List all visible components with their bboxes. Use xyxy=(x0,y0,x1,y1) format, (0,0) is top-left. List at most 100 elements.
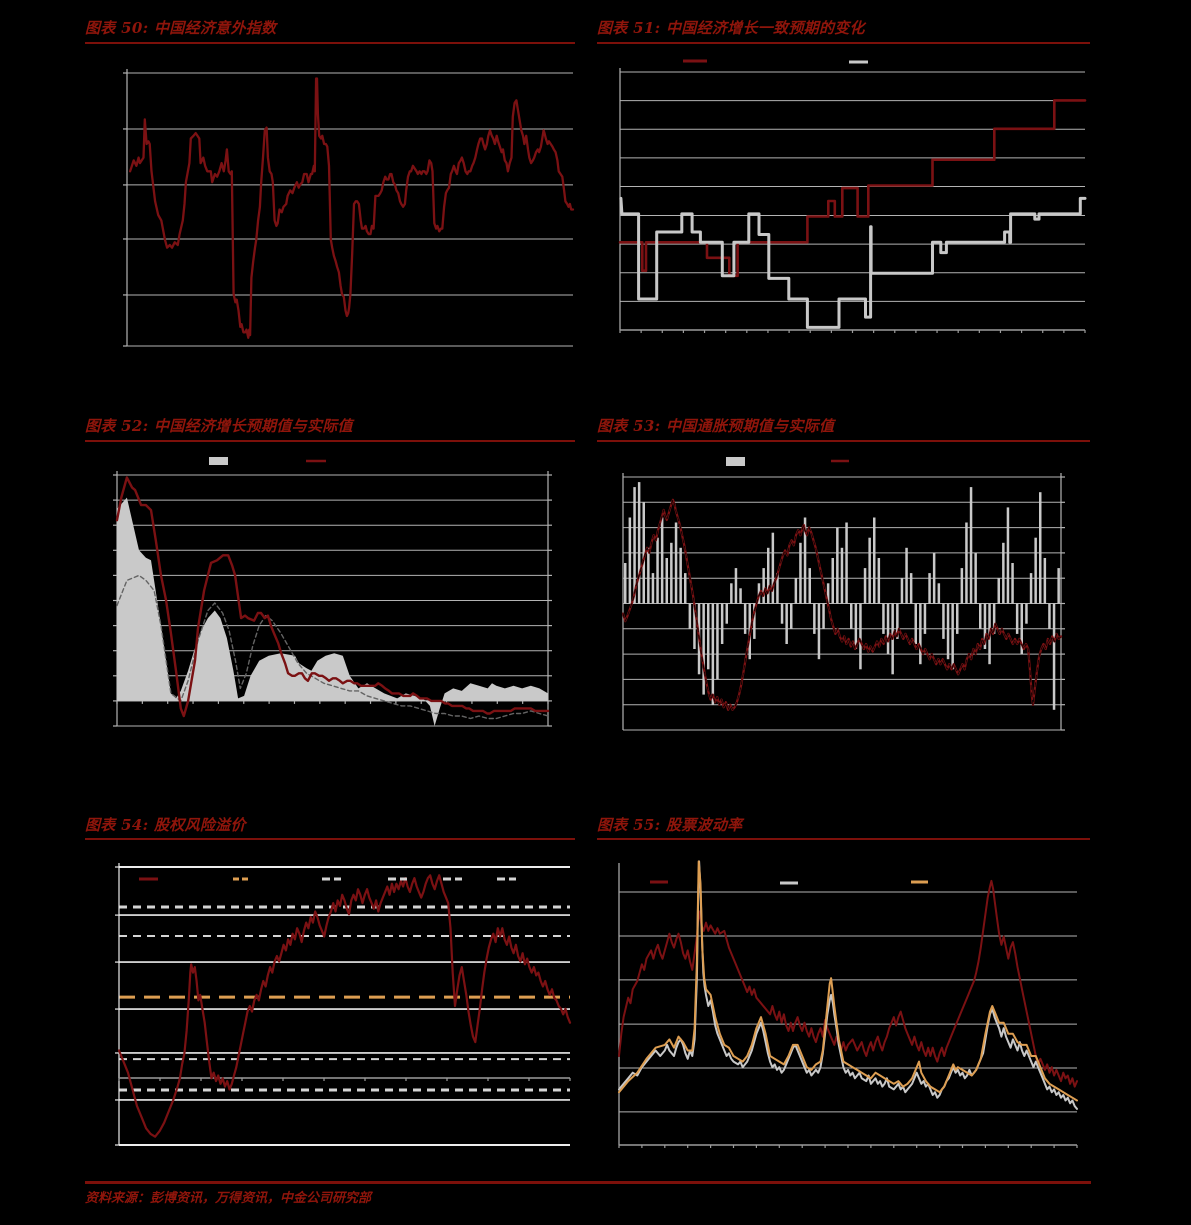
bar xyxy=(979,603,982,629)
fig53-title-rule xyxy=(597,440,1090,442)
bar xyxy=(873,517,876,604)
bar xyxy=(799,542,802,604)
bar xyxy=(914,603,917,644)
bar xyxy=(960,568,964,604)
bar xyxy=(854,603,858,649)
bar xyxy=(868,537,871,604)
fig53-plot xyxy=(621,457,1065,731)
bar xyxy=(946,603,950,660)
bar xyxy=(1043,558,1047,604)
bar xyxy=(794,578,798,604)
fig51-plot xyxy=(618,59,1087,333)
bar xyxy=(790,603,793,629)
bar xyxy=(624,563,627,604)
bar xyxy=(771,532,775,604)
bar xyxy=(730,583,733,604)
line-series-overlay xyxy=(622,499,1062,711)
fig55-plot xyxy=(618,860,1078,1148)
bar xyxy=(1057,568,1060,604)
line-series xyxy=(128,77,575,339)
fig51-title: 图表 51: 中国经济增长一致预期的变化 xyxy=(597,19,865,37)
bar xyxy=(716,603,719,680)
bar xyxy=(734,568,738,604)
bar xyxy=(660,517,664,604)
bar xyxy=(831,558,834,604)
fig54-title-rule xyxy=(85,838,575,840)
bar xyxy=(969,487,973,604)
bar xyxy=(845,522,848,604)
bar xyxy=(886,603,890,655)
bar xyxy=(1015,603,1019,634)
bar xyxy=(1011,563,1014,604)
bar xyxy=(767,547,770,604)
bar xyxy=(919,603,922,665)
bar xyxy=(688,603,692,629)
fig51-title-rule xyxy=(597,42,1090,44)
bar xyxy=(863,568,867,604)
bar xyxy=(785,603,788,644)
bar xyxy=(1048,603,1051,629)
bar xyxy=(965,522,968,604)
fig54-title: 图表 54: 股权风险溢价 xyxy=(85,816,246,834)
bar xyxy=(808,568,811,604)
bar xyxy=(803,517,807,604)
bar xyxy=(942,603,945,639)
bar xyxy=(840,547,844,604)
fig53-legend-swatch-0 xyxy=(726,457,745,466)
bar xyxy=(633,487,636,604)
bar xyxy=(859,603,862,670)
bar xyxy=(647,547,650,604)
fig52-title-rule xyxy=(85,440,575,442)
bar xyxy=(1029,573,1033,604)
bar xyxy=(1006,507,1010,604)
bar xyxy=(711,603,715,705)
fig50-title-rule xyxy=(85,42,575,44)
bar xyxy=(1002,542,1005,604)
bar xyxy=(974,552,977,604)
fig53-title: 图表 53: 中国通胀预期值与实际值 xyxy=(597,417,835,435)
bar xyxy=(822,603,825,629)
source-note: 资料来源：彭博资讯，万得资讯，中金公司研究部 xyxy=(85,1191,372,1206)
bar xyxy=(725,603,728,624)
bar xyxy=(877,558,881,604)
bar xyxy=(684,573,687,604)
bar xyxy=(656,537,659,604)
bar xyxy=(753,603,756,639)
fig52-title: 图表 52: 中国经济增长预期值与实际值 xyxy=(85,417,353,435)
bar xyxy=(762,568,765,604)
bar xyxy=(997,578,1000,604)
bar xyxy=(776,573,779,604)
line-series xyxy=(618,99,1087,278)
bar xyxy=(679,547,682,604)
bar xyxy=(951,603,954,670)
bar xyxy=(780,603,784,624)
bar xyxy=(702,603,705,695)
fig50-title: 图表 50: 中国经济意外指数 xyxy=(85,19,277,37)
line-series xyxy=(618,860,1078,1102)
bar xyxy=(651,573,655,604)
fig52-legend-swatch-0 xyxy=(209,457,228,465)
bar xyxy=(674,522,678,604)
bar xyxy=(813,603,816,634)
bar xyxy=(850,603,853,629)
bar xyxy=(720,603,724,644)
bar xyxy=(628,517,632,604)
bar xyxy=(836,527,839,604)
bar xyxy=(817,603,821,660)
footer-rule xyxy=(85,1181,1091,1184)
line-series xyxy=(618,860,1078,1110)
bar xyxy=(1034,537,1037,604)
fig52-plot xyxy=(113,457,552,727)
line-series xyxy=(115,476,550,718)
bar xyxy=(693,603,696,649)
bar xyxy=(932,552,936,604)
bar xyxy=(1039,492,1042,604)
bar xyxy=(743,603,747,634)
bar xyxy=(905,547,908,604)
bar xyxy=(1025,603,1028,624)
fig54-plot xyxy=(115,863,572,1146)
bar xyxy=(882,603,885,634)
bar xyxy=(909,573,913,604)
